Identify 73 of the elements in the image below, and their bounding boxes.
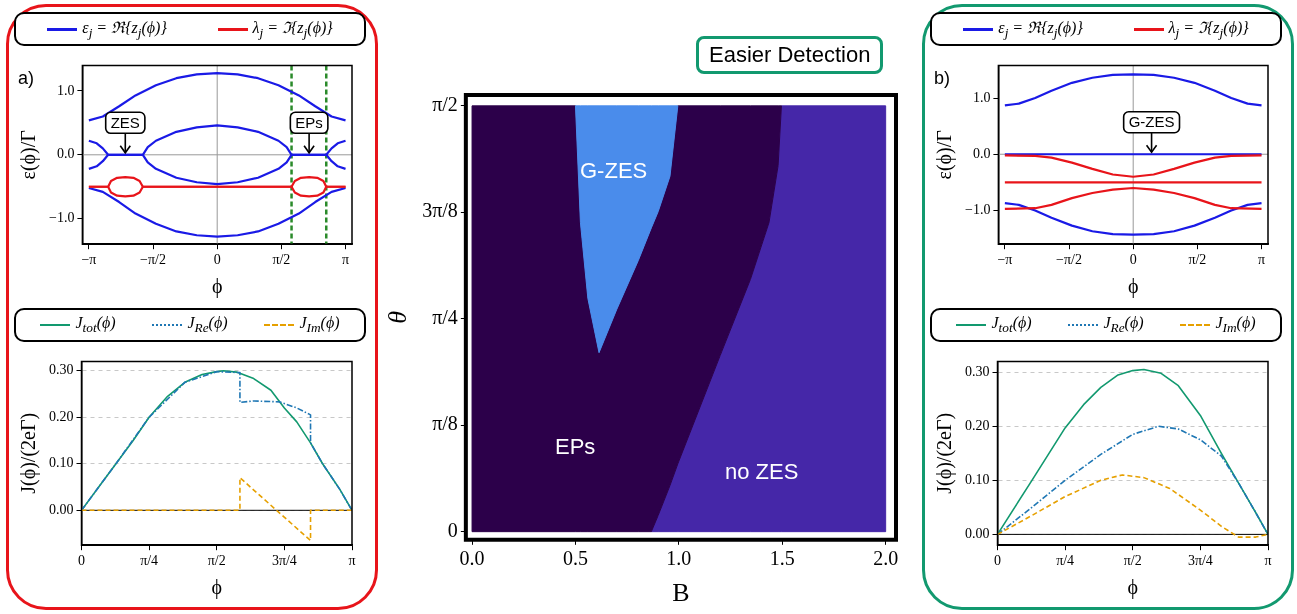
x-tick-label: π [1264,553,1272,569]
legend-label: J$_{Re}$(ϕ) [1103,313,1144,337]
x-tick-label: −π [997,252,1013,268]
annotation: EPs [295,113,323,131]
y-tick-label: 1.0 [972,89,991,105]
x-tick-label: 1.5 [769,547,795,570]
x-tick-label: 0 [78,553,85,569]
x-axis-title: ϕ [1127,275,1139,299]
x-tick-label: 0.5 [562,547,588,570]
x-tick-label: 0.0 [459,547,485,570]
x-tick-label: 0 [1129,252,1137,268]
legend-label: ε$_{j}$ = ℜ{z$_{j}$(ϕ)} [998,18,1083,42]
x-tick-label: −π/2 [140,252,166,268]
y-tick-label: 0.20 [965,417,990,433]
y-tick-label: 3π/8 [422,199,458,222]
x-axis-title: ϕ [1127,576,1139,600]
y-tick-label: 0.0 [972,145,991,161]
annotation: no ZES [725,459,799,485]
legend-label: J$_{tot}$(ϕ) [991,313,1032,337]
y-tick-label: 0 [447,518,458,541]
y-axis-title: J(ϕ)/(2eΓ) [933,412,957,494]
legend-label: ε$_{j}$ = ℜ{z$_{j}$(ϕ)} [82,18,167,42]
x-tick-label: π/4 [1056,553,1075,569]
x-tick-label: π/2 [207,553,226,569]
y-tick-label: −1.0 [48,210,75,226]
x-tick-label: 2.0 [873,547,899,570]
y-axis-title: J(ϕ)/(2eΓ) [17,412,41,494]
y-tick-label: 0.20 [49,408,74,424]
y-tick-label: 0.00 [965,526,990,542]
y-tick-label: π/4 [432,305,458,328]
x-tick-label: −π/2 [1056,252,1082,268]
x-tick-label: −π [81,252,97,268]
y-tick-label: π/8 [432,412,458,435]
legend-label: λ$_{j}$ = ℑ{z$_{j}$(ϕ)} [1168,18,1249,42]
text: Easier Detection [696,36,884,74]
annotation: G-ZES [1128,113,1175,131]
y-axis-title: θ [383,310,413,324]
y-tick-label: 0.30 [49,362,74,378]
x-tick-label: 3π/4 [271,553,297,569]
x-tick-label: π/2 [272,252,291,268]
y-tick-label: 0.00 [49,501,74,517]
x-tick-label: π/2 [1188,252,1207,268]
legend-label: J$_{Re}$(ϕ) [187,313,228,337]
y-axis-title: ε(ϕ)/Γ [933,130,957,180]
text: b) [934,68,951,89]
x-tick-label: π [341,252,350,268]
y-tick-label: −1.0 [964,202,991,218]
legend-label: J$_{Im}$(ϕ) [299,313,340,337]
legend-label: J$_{tot}$(ϕ) [75,313,116,337]
y-tick-label: 0.10 [49,455,74,471]
x-axis-title: ϕ [211,275,223,299]
x-tick-label: 1.0 [666,547,692,570]
x-tick-label: 3π/4 [1187,553,1213,569]
y-tick-label: 0.0 [56,146,75,162]
legend-label: λ$_{j}$ = ℑ{z$_{j}$(ϕ)} [252,18,333,42]
y-tick-label: 1.0 [56,82,75,98]
annotation: EPs [555,434,596,460]
annotation: G-ZES [580,158,648,184]
x-axis-title: B [672,578,690,608]
legend-label: J$_{Im}$(ϕ) [1215,313,1256,337]
y-axis-title: ε(ϕ)/Γ [17,130,41,180]
y-tick-label: π/2 [432,92,458,115]
x-tick-label: π/4 [140,553,159,569]
x-tick-label: π/2 [1123,553,1142,569]
annotation: ZES [110,113,140,131]
text: a) [18,68,35,89]
x-tick-label: π [348,553,356,569]
x-tick-label: 0 [213,252,221,268]
y-tick-label: 0.30 [965,363,990,379]
y-tick-label: 0.10 [965,472,990,487]
x-tick-label: π [1257,252,1266,268]
x-tick-label: 0 [994,553,1001,569]
x-axis-title: ϕ [211,576,223,600]
